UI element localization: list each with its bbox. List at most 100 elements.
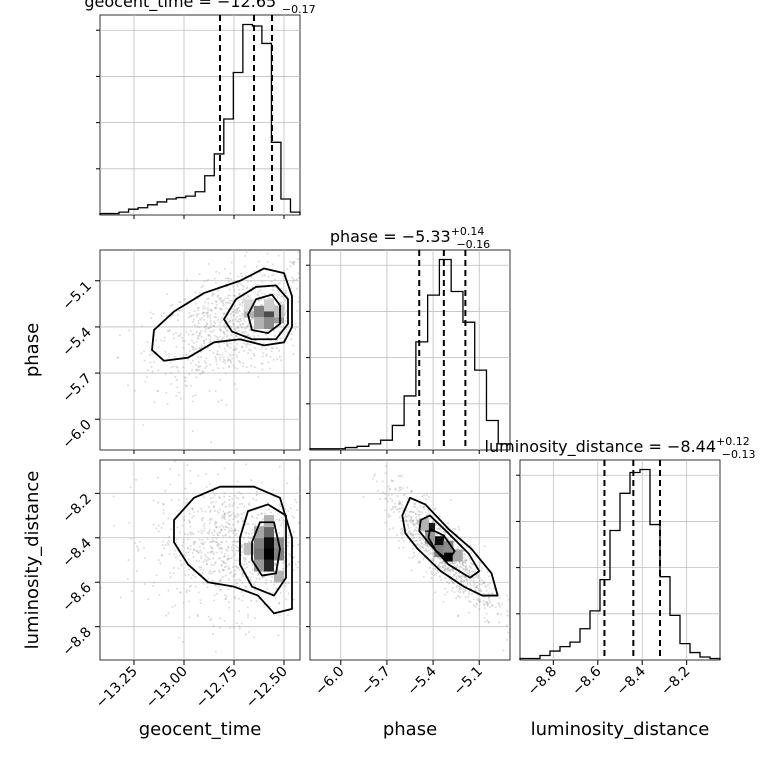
sample-point [223,332,226,335]
sample-point [227,294,230,297]
sample-point [388,487,391,490]
sample-point [226,356,229,359]
sample-point [478,600,481,603]
sample-point [464,561,467,564]
sample-point [212,292,215,295]
sample-point [219,496,222,499]
sample-point [281,303,284,306]
sample-point [454,527,457,530]
sample-point [229,294,232,297]
density-cell [254,305,264,318]
sample-point [460,587,463,590]
sample-point [235,353,238,356]
sample-point [246,295,249,298]
sample-point [156,390,159,393]
sample-point [197,365,200,368]
sample-point [170,366,173,369]
sample-point [382,491,385,494]
sample-point [233,328,236,331]
hist-step-line [519,468,721,660]
sample-point [429,517,432,520]
sample-point [457,525,460,528]
sample-point [228,365,231,368]
sample-point [192,555,195,558]
sample-point [230,299,233,302]
hist-panel-phase: phase = −5.33+0.14 −0.16 [306,225,511,451]
sample-point [192,346,195,349]
sample-point [303,592,305,594]
sample-point [487,620,490,623]
sample-point [189,548,192,551]
sample-point [462,588,465,591]
sample-point [201,571,204,574]
sample-point [195,368,198,371]
sample-point [222,324,225,327]
sample-point [412,520,415,523]
sample-point [261,362,264,365]
sample-point [232,354,235,357]
hist-step-line [99,23,301,215]
sample-point [390,480,393,483]
sample-point [253,340,256,343]
sample-point [225,540,228,543]
sample-point [238,314,241,317]
sample-point [182,601,185,604]
density-cell [418,518,429,531]
sample-point [236,506,239,509]
sample-point [484,584,487,587]
sample-point [216,544,219,547]
sample-point [285,582,288,585]
sample-point [206,563,209,566]
sample-point [465,578,468,581]
sample-point [245,345,248,348]
sample-point [228,515,231,518]
sample-point [241,582,244,585]
sample-point [240,492,243,495]
sample-point [223,566,226,569]
sample-point [405,520,408,523]
sample-point [437,527,440,530]
sample-point [389,497,392,500]
sample-point [215,526,218,529]
sample-point [208,518,211,521]
sample-point [289,265,292,268]
sample-point [417,513,420,516]
sample-point [272,488,275,491]
sample-point [221,336,224,339]
sample-point [273,294,276,297]
sample-point [296,566,299,569]
sample-point [195,313,198,316]
sample-point [233,324,236,327]
sample-point [209,336,212,339]
sample-point [222,304,225,307]
sample-point [215,592,218,595]
sample-point [130,537,133,540]
sample-point [289,507,292,510]
sample-point [223,513,226,516]
sample-point [189,362,192,365]
sample-point [293,555,296,558]
sample-point [227,511,230,514]
sample-point [276,288,279,291]
scatter-panel-geocent_time-vs-phase [99,249,301,451]
sample-point [178,334,181,337]
sample-point [280,295,283,298]
sample-point [448,570,451,573]
sample-point [417,523,420,526]
sample-point [294,563,297,566]
sample-point [190,584,193,587]
sample-point [234,318,237,321]
x-tick-label: −13.25 [93,664,141,712]
sample-point [500,613,503,616]
sample-point [307,543,309,545]
sample-point [230,529,233,532]
sample-point [222,358,225,361]
sample-point [424,511,427,514]
sample-point [216,350,219,353]
title-upper-error: +0.12 [716,435,750,448]
sample-point [239,272,242,275]
sample-point [233,515,236,518]
sample-point [508,614,510,617]
sample-point [157,524,160,527]
sample-point [226,558,229,561]
